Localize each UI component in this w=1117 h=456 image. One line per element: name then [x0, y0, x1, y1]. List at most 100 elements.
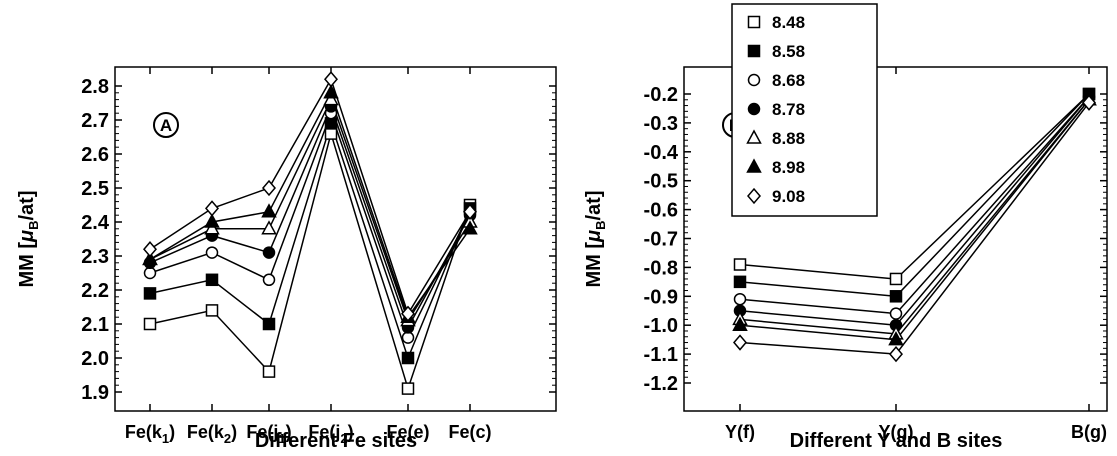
- panel-b-y-tick-label: -0.8: [644, 257, 678, 279]
- panel-a-y-tick-label: 2.2: [81, 280, 109, 302]
- panel-b-point-8.48: [889, 272, 903, 286]
- legend-label-8.88: 8.88: [772, 129, 805, 148]
- panel-a-point-8.88: [323, 91, 339, 106]
- panel-a-point-8.68: [401, 331, 415, 344]
- legend-label-8.78: 8.78: [772, 100, 805, 119]
- panel-a-label-circle: [153, 112, 179, 138]
- panel-a-frame: [114, 66, 557, 412]
- panel-a-x-tick-label: Fe(j1): [246, 422, 291, 446]
- panel-a-y-tick-label: 2.5: [81, 178, 109, 200]
- panel-a-point-9.08: [143, 241, 157, 258]
- panel-a-point-8.88: [204, 220, 220, 235]
- panel-b-y-tick-label: -0.7: [644, 229, 678, 251]
- panel-a-point-8.98: [462, 220, 478, 235]
- panel-a-x-tick-label: Fe(j2): [308, 422, 353, 446]
- legend-label-8.58: 8.58: [772, 42, 805, 61]
- panel-a-x-tick-label: Fe(c): [448, 422, 491, 442]
- legend-marker-8.98: [746, 158, 762, 173]
- panel-a-label: A: [160, 116, 172, 135]
- panel-b-y-tick-label: -1.1: [644, 344, 678, 366]
- panel-a-y-tick-label: 2.7: [81, 110, 109, 132]
- panel-b-y-tick-label: -0.2: [644, 84, 678, 106]
- legend-label-8.48: 8.48: [772, 13, 805, 32]
- panel-a-x-tick-label: Fe(k1): [125, 422, 175, 446]
- panel-a-y-tick-label: 2.8: [81, 76, 109, 98]
- panel-a-point-8.58: [143, 287, 157, 300]
- legend-marker-8.88: [746, 129, 762, 144]
- panel-b-y-tick-label: -1.0: [644, 315, 678, 337]
- panel-a-x-tick-label: Fe(e): [386, 422, 429, 442]
- panel-b-x-tick-label: Y(f): [725, 422, 755, 442]
- panel-a-point-8.58: [205, 273, 219, 287]
- panel-a-series-line-9.08: [149, 77, 471, 316]
- panel-b-series: [732, 87, 1097, 363]
- panel-a-series-line-8.58: [149, 120, 471, 361]
- panel-a-series-line-8.48: [149, 130, 471, 392]
- panel-a-point-8.58: [324, 117, 338, 130]
- legend: 8.48 8.58 8.68 8.78 8.88 8.98 9.08: [731, 3, 878, 217]
- panel-a-point-8.58: [401, 351, 415, 365]
- panel-b-point-9.08: [1082, 94, 1096, 111]
- panel-a-point-8.98: [323, 84, 339, 99]
- panel-b-x-tick-label: B(g): [1071, 422, 1107, 442]
- panel-a-point-8.48: [401, 382, 415, 395]
- panel-b-y-tick-label: -0.3: [644, 113, 678, 135]
- panel-b: -1.2 -1.1 -1.0 -0.9 -0.8 -0.7 -0.6 -0.5 -0.4 -0.3…: [583, 3, 1108, 452]
- panel-a-series-line-8.88: [149, 97, 471, 323]
- panel-a-y-tick-label: 2.1: [81, 314, 109, 336]
- panel-a-point-8.98: [142, 250, 158, 266]
- legend-label-8.98: 8.98: [772, 158, 805, 177]
- panel-b-y-tick-label: -0.4: [644, 142, 679, 164]
- legend-label-9.08: 9.08: [772, 187, 805, 206]
- panel-a-point-8.48: [324, 127, 338, 140]
- panel-a-point-8.68: [262, 273, 276, 287]
- panel-b-point-8.58: [733, 275, 747, 289]
- panel-b-y-tick-label: -1.2: [644, 373, 678, 395]
- panel-a-y-tick-label: 2.4: [81, 212, 110, 234]
- panel-b-y-axis-label: MM [μB/at]: [583, 191, 608, 288]
- panel-a-y-tick-label: 2.0: [81, 348, 109, 370]
- panel-b-y-tick-label: -0.5: [644, 171, 678, 193]
- panel-b-point-9.08: [889, 345, 903, 363]
- legend-marker-8.78: [747, 102, 761, 116]
- panel-a-point-9.08: [205, 200, 219, 217]
- panel-a-x-tick-label: Fe(k2): [187, 422, 237, 446]
- panel-a-ticks: 1.9 2.0 2.1 2.2 2.3 2.4 2.5 2.6 2.7 2.8 Fe(k1) Fe(k…: [81, 67, 556, 446]
- panel-b-y-tick-label: -0.9: [644, 286, 678, 308]
- legend-marker-8.48: [747, 15, 761, 29]
- panel-a-series-line-8.98: [149, 90, 471, 319]
- panel-a-point-8.48: [143, 317, 157, 331]
- panel-a-series: [142, 71, 478, 395]
- panel-a-point-9.08: [401, 305, 415, 322]
- panel-a-y-tick-label: 2.6: [81, 144, 109, 166]
- panel-a-point-8.48: [205, 304, 219, 317]
- legend-marker-8.58: [747, 44, 761, 58]
- panel-a-point-8.68: [143, 266, 157, 280]
- legend-marker-9.08: [747, 187, 761, 205]
- panel-a-point-9.08: [324, 71, 338, 88]
- panel-b-x-tick-label: Y(g): [879, 422, 914, 442]
- panel-a-point-9.08: [262, 179, 276, 197]
- panel-b-point-8.68: [733, 292, 747, 306]
- panel-a-series-line-8.68: [149, 110, 471, 340]
- panel-a-series-line-8.78: [149, 104, 471, 330]
- panel-b-point-8.98: [888, 331, 904, 346]
- panel-b-point-8.48: [733, 258, 747, 271]
- panel-b-point-8.98: [732, 316, 748, 331]
- panel-a-point-8.78: [262, 246, 276, 259]
- panel-a-x-axis-label: Different Fe sites: [255, 430, 417, 452]
- legend-label-8.68: 8.68: [772, 71, 805, 90]
- panel-b-point-9.08: [733, 334, 747, 351]
- panel-a: 1.9 2.0 2.1 2.2 2.3 2.4 2.5 2.6 2.7 2.8 Fe(k1) Fe(k…: [16, 66, 557, 452]
- panel-a-point-8.48: [262, 365, 276, 378]
- panel-b-ticks: -1.2 -1.1 -1.0 -0.9 -0.8 -0.7 -0.6 -0.5 -0.4 -0.3…: [644, 67, 1107, 442]
- panel-a-point-9.08: [463, 203, 477, 220]
- panel-a-y-tick-label: 1.9: [81, 382, 109, 404]
- panel-b-point-8.58: [889, 290, 903, 303]
- panel-a-point-8.98: [261, 203, 277, 218]
- panel-a-y-axis-label: MM [μB/at]: [16, 191, 41, 288]
- panel-a-y-tick-label: 2.3: [81, 246, 109, 268]
- panel-a-point-8.88: [261, 220, 277, 235]
- legend-marker-8.68: [747, 73, 761, 87]
- panel-a-point-8.68: [205, 246, 219, 259]
